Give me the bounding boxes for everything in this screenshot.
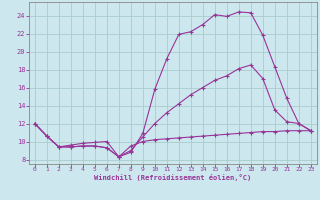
X-axis label: Windchill (Refroidissement éolien,°C): Windchill (Refroidissement éolien,°C) — [94, 174, 252, 181]
